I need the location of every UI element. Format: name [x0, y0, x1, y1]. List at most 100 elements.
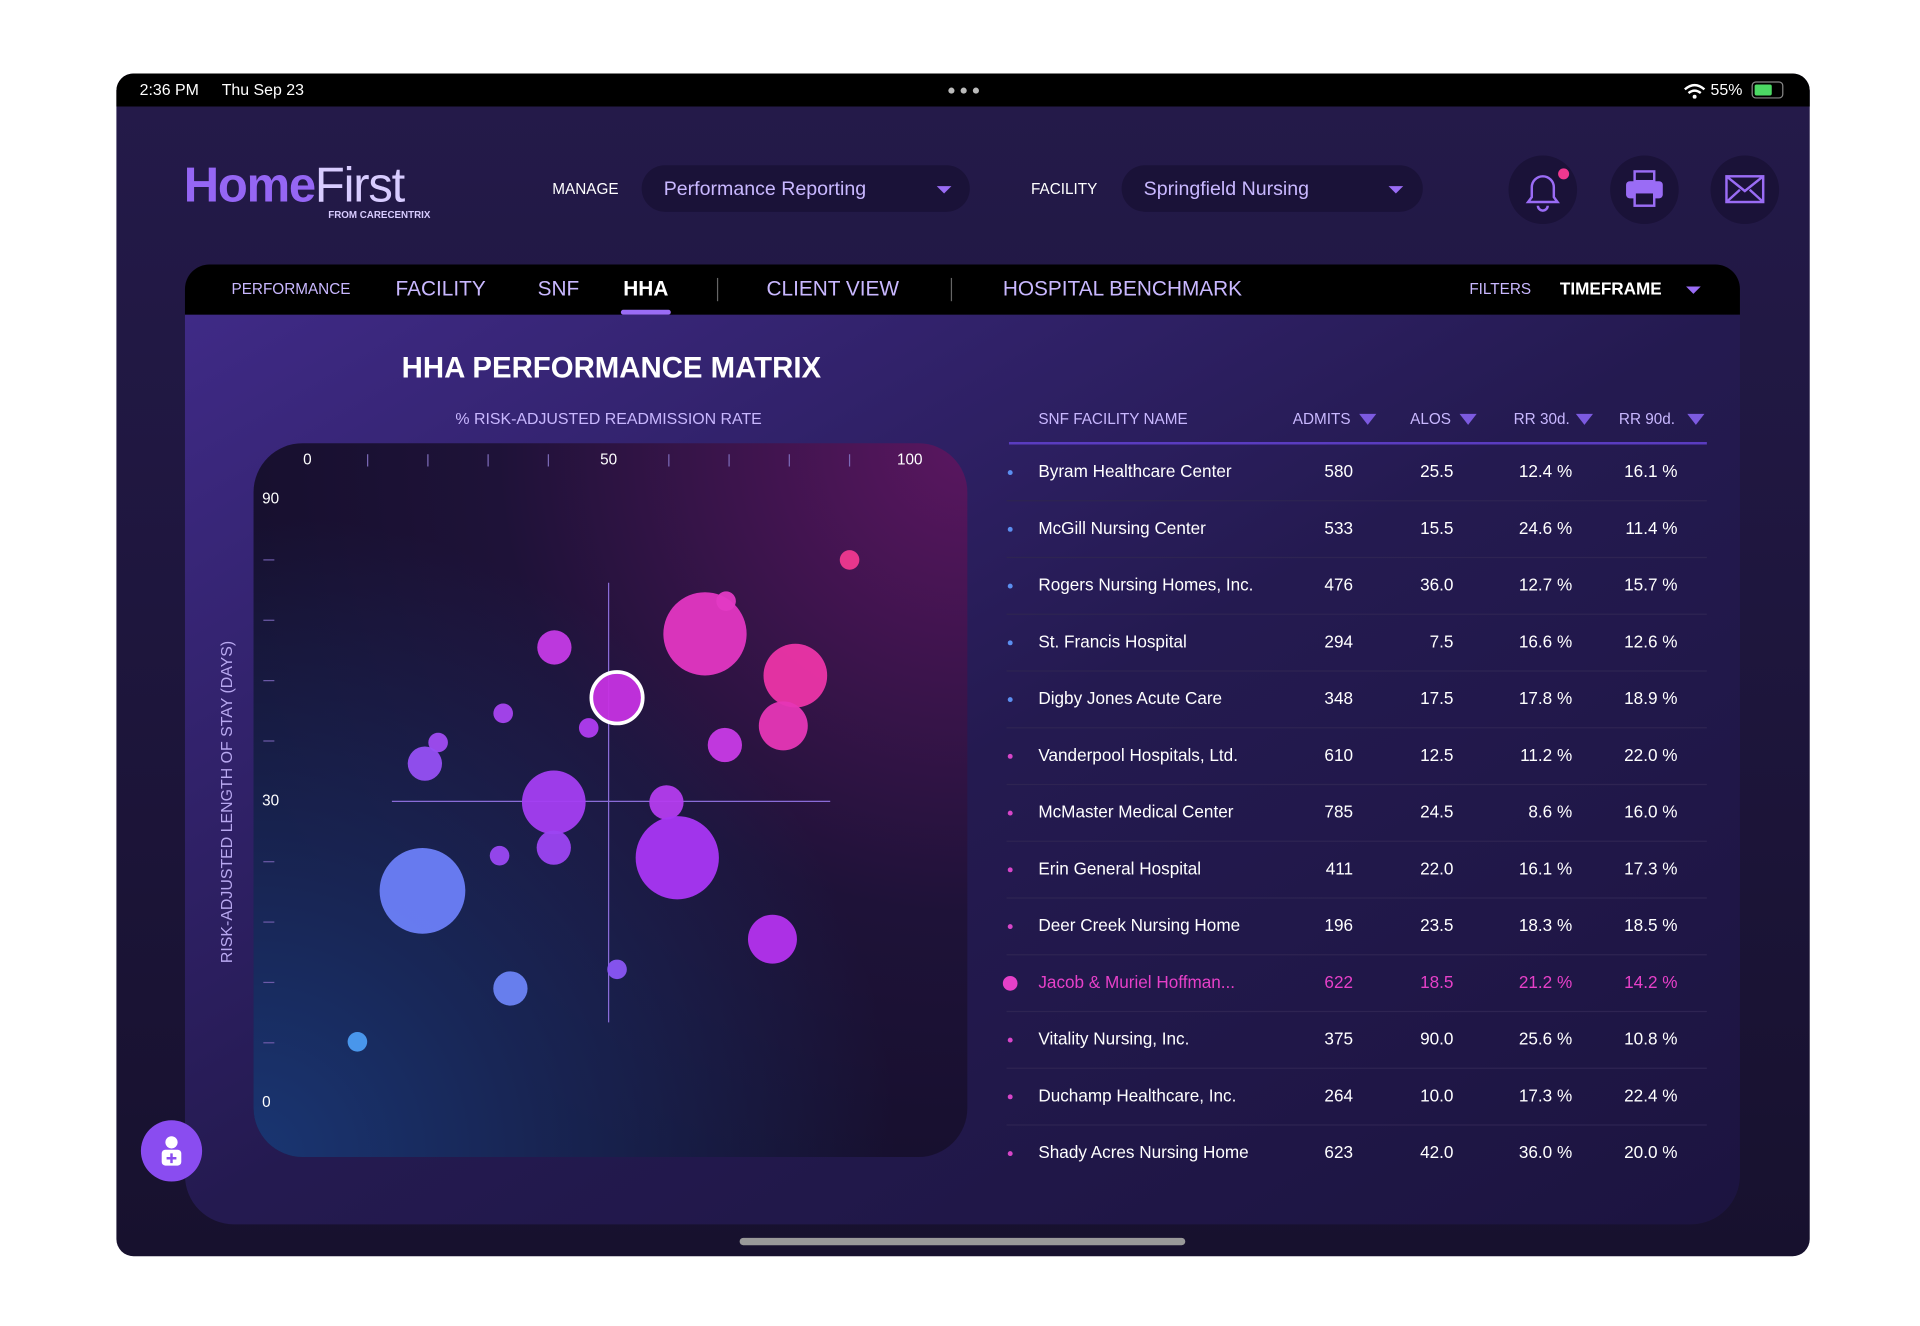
table-cell: 580	[1324, 461, 1353, 481]
bubble[interactable]	[716, 591, 736, 611]
table-cell: 18.9 %	[1624, 688, 1677, 708]
home-indicator	[739, 1237, 1186, 1246]
table-cell: 22.0 %	[1624, 745, 1677, 765]
table-cell: 411	[1326, 858, 1353, 878]
nav-bar	[184, 264, 1740, 315]
manage-dropdown[interactable]	[641, 165, 970, 212]
table-cell: 14.2 %	[1624, 972, 1677, 992]
table-cell: 16.1 %	[1519, 858, 1572, 878]
table-cell: 18.3 %	[1519, 915, 1572, 935]
manage-value: Performance Reporting	[664, 178, 866, 200]
bubble[interactable]	[649, 785, 684, 820]
facility-name: Byram Healthcare Center	[1038, 461, 1232, 481]
nav-tab[interactable]: SNF	[538, 278, 580, 301]
bubble[interactable]	[747, 914, 797, 964]
table-cell: 18.5 %	[1624, 915, 1677, 935]
bubble[interactable]	[707, 727, 743, 763]
bubble[interactable]	[521, 770, 586, 835]
timeframe-button[interactable]: TIMEFRAME	[1560, 279, 1662, 299]
row-dot	[1007, 810, 1013, 816]
status-date: Thu Sep 23	[222, 82, 304, 99]
bubble[interactable]	[493, 703, 513, 724]
table-cell: 21.2 %	[1519, 972, 1572, 992]
table-cell: 623	[1324, 1142, 1353, 1162]
table-cell: 12.5	[1420, 745, 1453, 765]
bubble[interactable]	[493, 971, 528, 1006]
table-cell: 17.3 %	[1519, 1085, 1572, 1105]
bubble[interactable]	[537, 630, 572, 665]
active-underline	[620, 309, 671, 315]
print-button[interactable]	[1610, 155, 1679, 225]
table-cell: 264	[1324, 1085, 1353, 1105]
table-cell: 90.0	[1420, 1029, 1453, 1049]
status-time: 2:36 PM	[140, 82, 199, 99]
bubble[interactable]	[379, 848, 466, 934]
row-dot	[1007, 753, 1013, 759]
caret	[1388, 186, 1404, 194]
facility-name: Duchamp Healthcare, Inc.	[1038, 1085, 1236, 1105]
mail-button[interactable]	[1710, 155, 1780, 225]
table-cell: 24.6 %	[1519, 518, 1572, 538]
caret	[1686, 286, 1701, 294]
table-cell: 23.5	[1420, 915, 1453, 935]
table-cell: 196	[1324, 915, 1353, 935]
bubble[interactable]	[607, 959, 627, 980]
x-tick-label: 0	[303, 451, 312, 468]
facility-dropdown[interactable]	[1121, 165, 1423, 212]
bubble[interactable]	[663, 592, 747, 676]
table-cell: 17.8 %	[1519, 688, 1572, 708]
row-dot	[1007, 640, 1013, 646]
row-dot	[1007, 867, 1013, 873]
bubble[interactable]	[407, 746, 443, 781]
bubble[interactable]	[758, 701, 808, 751]
table-cell: 10.0	[1420, 1085, 1453, 1105]
assistant-button[interactable]	[140, 1120, 203, 1182]
column-header[interactable]: ALOS	[1410, 411, 1451, 428]
bubble[interactable]	[763, 643, 828, 708]
table-cell: 12.6 %	[1624, 631, 1677, 651]
facility-name: Erin General Hospital	[1038, 858, 1201, 878]
table-cell: 622	[1324, 972, 1353, 992]
nav-tab[interactable]: HHA	[623, 278, 668, 301]
nav-tab[interactable]: CLIENT VIEW	[767, 278, 900, 301]
bubble[interactable]	[428, 732, 448, 753]
row-dot	[1007, 697, 1013, 703]
bubble[interactable]	[589, 670, 645, 726]
facility-name: Vanderpool Hospitals, Ltd.	[1038, 745, 1238, 765]
table-cell: 12.7 %	[1519, 575, 1572, 595]
column-header[interactable]: RR 30d.	[1514, 411, 1570, 428]
table-cell: 36.0 %	[1519, 1142, 1572, 1162]
sort-arrow	[1687, 413, 1705, 425]
bubble[interactable]	[839, 550, 860, 570]
facility-name: McMaster Medical Center	[1038, 802, 1233, 822]
table-cell: 476	[1324, 575, 1353, 595]
nav-tab[interactable]: FACILITY	[396, 278, 486, 301]
row-dot	[1007, 1037, 1013, 1043]
more-dots	[948, 87, 979, 94]
wifi-dot	[1692, 94, 1697, 99]
column-header: SNF FACILITY NAME	[1038, 411, 1187, 428]
nav-tab[interactable]: HOSPITAL BENCHMARK	[1003, 278, 1242, 301]
table-cell: 17.5	[1420, 688, 1453, 708]
row-dot	[1007, 526, 1013, 532]
column-header[interactable]: ADMITS	[1293, 411, 1351, 428]
bubble[interactable]	[347, 1032, 368, 1052]
table-cell: 15.5	[1420, 518, 1453, 538]
bubble[interactable]	[489, 845, 510, 866]
table-cell: 610	[1324, 745, 1353, 765]
facility-name: Vitality Nursing, Inc.	[1038, 1029, 1189, 1049]
table-cell: 16.6 %	[1519, 631, 1572, 651]
logo-sub: FROM CARECENTRIX	[328, 210, 431, 221]
bubble[interactable]	[536, 830, 571, 865]
caret	[936, 186, 952, 194]
bubble[interactable]	[578, 718, 599, 738]
battery-level	[1754, 84, 1772, 96]
notifications-button[interactable]	[1508, 155, 1578, 225]
column-header[interactable]: RR 90d.	[1619, 411, 1675, 428]
y-axis-label: RISK-ADJUSTED LENGTH OF STAY (DAYS)	[219, 641, 236, 963]
filters-label: FILTERS	[1469, 281, 1531, 298]
table-cell: 10.8 %	[1624, 1029, 1677, 1049]
bubble[interactable]	[635, 816, 719, 900]
table-cell: 785	[1324, 802, 1353, 822]
